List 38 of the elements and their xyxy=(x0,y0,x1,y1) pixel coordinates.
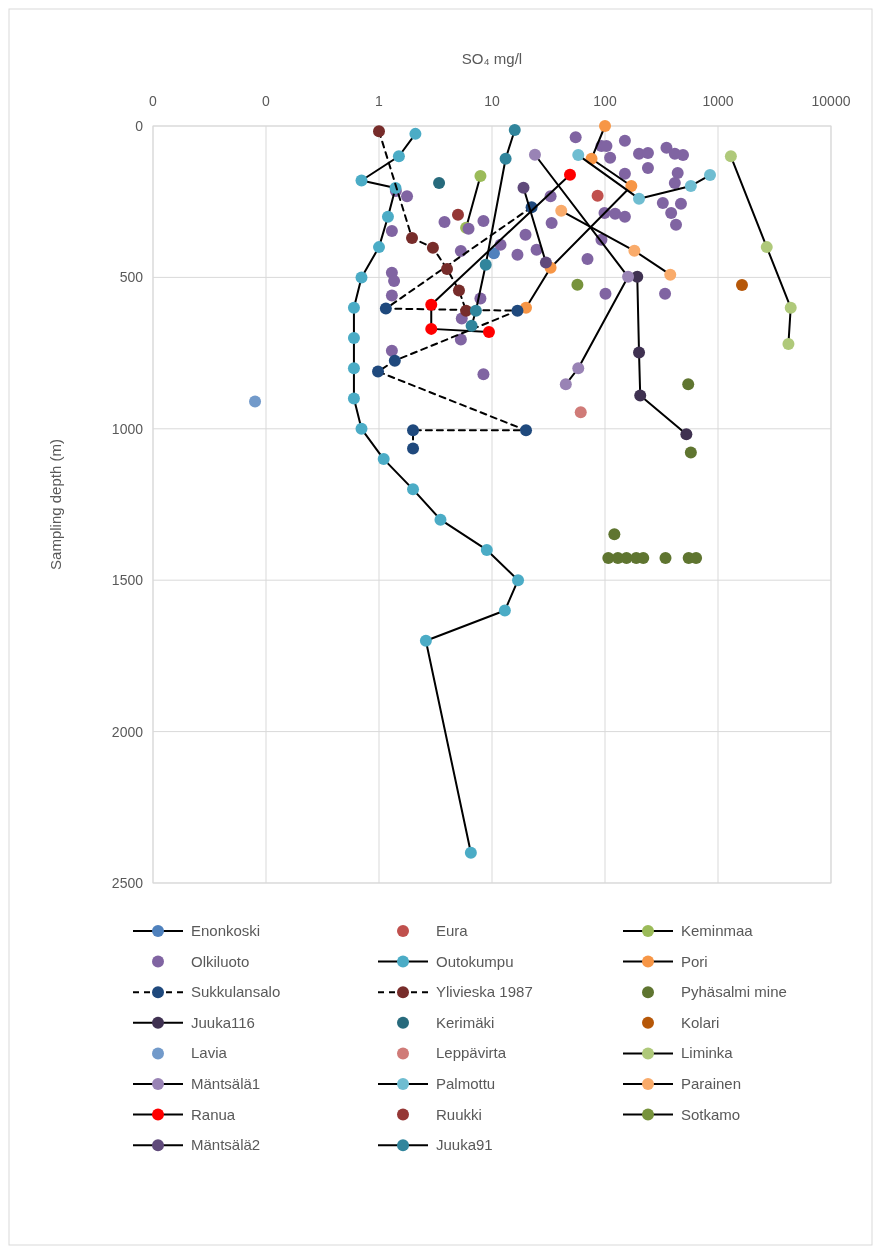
legend-label: Olkiluoto xyxy=(191,952,250,970)
legend-label: Mäntsälä1 xyxy=(191,1075,261,1092)
x-tick-label: 0 xyxy=(149,93,158,109)
legend-label: Sukkulansalo xyxy=(191,983,281,1001)
legend-label: Leppävirta xyxy=(436,1044,507,1062)
y-tick-label: 2000 xyxy=(111,723,144,740)
y-tick-label: 500 xyxy=(119,269,144,286)
y-tick-label: 0 xyxy=(135,118,144,134)
legend-label: Juuka116 xyxy=(191,1013,255,1031)
x-tick-label: 10000 xyxy=(811,93,851,109)
legend-label: Keminmaa xyxy=(681,922,754,939)
x-tick-label: 10 xyxy=(484,93,500,109)
legend-label: Outokumpu xyxy=(436,952,514,970)
x-tick-label: 1000 xyxy=(702,93,734,109)
x-tick-label: 1 xyxy=(375,93,384,109)
x-tick-label: 100 xyxy=(593,93,617,109)
legend-label: Mäntsälä2 xyxy=(191,1136,261,1154)
y-tick-label: 2500 xyxy=(111,875,144,891)
legend-label: Parainen xyxy=(681,1075,742,1092)
legend-label: Ylivieska 1987 xyxy=(436,983,533,1001)
legend-label: Juuka91 xyxy=(436,1136,493,1154)
legend-label: Lavia xyxy=(191,1044,228,1062)
legend-label: Pori xyxy=(681,952,708,970)
y-axis-title: Sampling depth (m) xyxy=(47,439,64,570)
legend-label: Palmottu xyxy=(436,1075,496,1092)
legend-label: Eura xyxy=(436,922,469,939)
y-tick-label: 1000 xyxy=(111,420,144,437)
legend-label: Ruukki xyxy=(436,1105,482,1123)
legend-label: Kolari xyxy=(681,1013,720,1031)
legend-label: Sotkamo xyxy=(681,1105,741,1123)
legend-label: Liminka xyxy=(681,1044,734,1062)
legend-label: Ranua xyxy=(191,1105,236,1123)
legend-label: Enonkoski xyxy=(191,922,261,939)
x-axis-title: SO₄ mg/l xyxy=(461,50,523,67)
legend-label: Pyhäsalmi mine xyxy=(681,983,787,1001)
y-tick-label: 1500 xyxy=(111,572,144,589)
legend-label: Kerimäki xyxy=(436,1013,495,1031)
x-tick-label: 0 xyxy=(262,93,271,109)
